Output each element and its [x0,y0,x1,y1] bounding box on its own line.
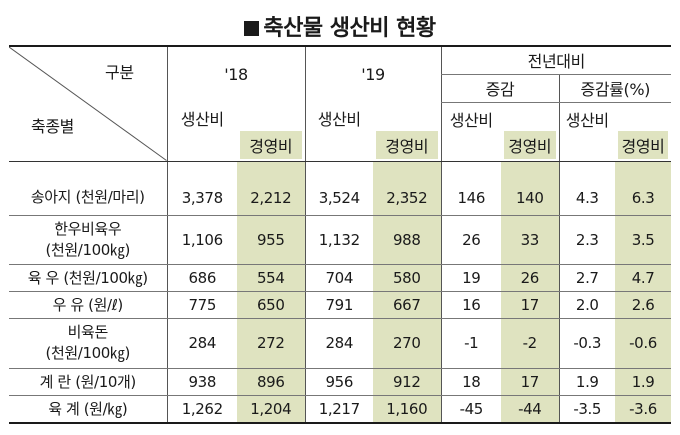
cell-mgmt-18: 554 [237,264,305,292]
cell-mgmt-rate: 2.6 [615,291,672,319]
cell-prod-change: -45 [440,395,501,424]
production-cost-table: 구분 축종별 '18 '19 전년대비 증감 증감률(%) 생산비 경영비 생산… [9,45,672,424]
row-label: 계 란 (원/10개) [9,368,167,396]
cell-prod-19: 791 [304,291,373,319]
cell-prod-18: 938 [166,368,237,396]
row-label: 육 계 (원/㎏) [9,395,167,424]
cell-mgmt-change: 33 [501,215,559,265]
square-bullet-icon [244,21,260,36]
row-label: 비육돈 (천원/100㎏) [9,318,167,369]
cell-prod-rate: 4.3 [558,161,615,216]
cell-prod-19: 956 [304,368,373,396]
cell-mgmt-19: 270 [373,318,441,369]
cell-mgmt-19: 988 [373,215,441,265]
cell-mgmt-19: 2,352 [373,161,441,216]
page-title: 축산물 생산비 현황 [0,10,680,42]
row-label-line2: (천원/100㎏) [45,240,131,259]
header-prod-cost-18: 생산비 [166,102,237,162]
header-year-2018: '18 [166,45,305,102]
row-label: 한우비육우 (천원/100㎏) [9,215,167,265]
header-mgmt-cost-19-cell: 경영비 [373,102,441,162]
cell-prod-change: 18 [440,368,501,396]
cell-prod-18: 284 [166,318,237,369]
cell-prod-rate: 2.3 [558,215,615,265]
cell-mgmt-change: -44 [501,395,559,424]
cell-mgmt-18: 272 [237,318,305,369]
cell-mgmt-18: 896 [237,368,305,396]
row-label-line2: (천원/100㎏) [45,344,131,362]
table-row: 한우비육우 (천원/100㎏) 1,106 955 1,132 988 26 33… [9,215,672,265]
table-row: 송아지 (천원/마리) 3,378 2,212 3,524 2,352 146 … [9,161,672,216]
table-row: 육 우 (천원/100㎏) 686 554 704 580 19 26 2.7 … [9,264,672,292]
cell-prod-rate: 1.9 [558,368,615,396]
cell-prod-rate: -0.3 [558,318,615,369]
cell-mgmt-19: 667 [373,291,441,319]
table-row: 계 란 (원/10개) 938 896 956 912 18 17 1.9 1.… [9,368,672,396]
header-mgmt-cost-rate-cell: 경영비 [615,102,672,162]
cell-mgmt-19: 580 [373,264,441,292]
header-mgmt-cost-rate: 경영비 [618,130,669,159]
cell-prod-rate: 2.0 [558,291,615,319]
cell-mgmt-18: 2,212 [237,161,305,216]
header-mgmt-cost-18-cell: 경영비 [237,102,305,162]
table-row: 우 유 (원/ℓ) 775 650 791 667 16 17 2.0 2.6 [9,291,672,319]
title-text: 축산물 생산비 현황 [263,16,436,41]
header-change-rate: 증감률(%) [558,74,672,103]
row-label: 육 우 (천원/100㎏) [9,264,167,292]
cell-prod-change: 16 [440,291,501,319]
cell-mgmt-18: 1,204 [237,395,305,424]
cell-prod-18: 3,378 [166,161,237,216]
cell-mgmt-18: 650 [237,291,305,319]
table-row: 비육돈 (천원/100㎏) 284 272 284 270 -1 -2 -0.3 … [9,318,672,369]
cell-mgmt-rate: -0.6 [615,318,672,369]
cell-mgmt-19: 912 [373,368,441,396]
cell-mgmt-rate: 3.5 [615,215,672,265]
cell-prod-19: 704 [304,264,373,292]
cell-mgmt-change: 26 [501,264,559,292]
cell-prod-18: 686 [166,264,237,292]
header-prod-cost-change: 생산비 [440,102,501,162]
header-mgmt-cost-19: 경영비 [376,130,438,159]
cell-prod-19: 284 [304,318,373,369]
cell-mgmt-change: 17 [501,368,559,396]
row-label-line1: 한우비육우 [54,219,122,238]
header-division: 구분 [105,63,134,82]
cell-mgmt-rate: 6.3 [615,161,672,216]
row-label: 송아지 (천원/마리) [9,161,167,216]
row-label: 우 유 (원/ℓ) [9,291,167,319]
table-row: 육 계 (원/㎏) 1,262 1,204 1,217 1,160 -45 -4… [9,395,672,424]
header-livestock-type: 축종별 [31,116,74,136]
cell-prod-rate: 2.7 [558,264,615,292]
header-mgmt-cost-change: 경영비 [504,130,556,159]
header-mgmt-cost-change-cell: 경영비 [501,102,559,162]
header-change: 증감 [440,74,559,103]
cell-mgmt-change: -2 [501,318,559,369]
cell-prod-18: 775 [166,291,237,319]
header-prev-year-comparison: 전년대비 [440,45,672,75]
cell-mgmt-rate: 1.9 [615,368,672,396]
cell-mgmt-19: 1,160 [373,395,441,424]
cell-prod-19: 1,217 [304,395,373,424]
cell-prod-change: 146 [440,161,501,216]
cell-prod-rate: -3.5 [558,395,615,424]
cell-prod-change: 19 [440,264,501,292]
cell-prod-change: -1 [440,318,501,369]
header-year-2019: '19 [304,45,441,102]
cell-prod-change: 26 [440,215,501,265]
cell-mgmt-change: 140 [501,161,559,216]
cell-prod-19: 1,132 [304,215,373,265]
cell-mgmt-18: 955 [237,215,305,265]
header-corner: 구분 축종별 [9,45,167,162]
header-prod-cost-19: 생산비 [304,102,373,162]
cell-mgmt-rate: 4.7 [615,264,672,292]
cell-prod-18: 1,106 [166,215,237,265]
cell-mgmt-change: 17 [501,291,559,319]
cell-prod-19: 3,524 [304,161,373,216]
cell-mgmt-rate: -3.6 [615,395,672,424]
row-label-line1: 비육돈 [67,323,109,341]
header-mgmt-cost-18: 경영비 [240,130,302,159]
header-prod-cost-rate: 생산비 [558,102,615,162]
cell-prod-18: 1,262 [166,395,237,424]
